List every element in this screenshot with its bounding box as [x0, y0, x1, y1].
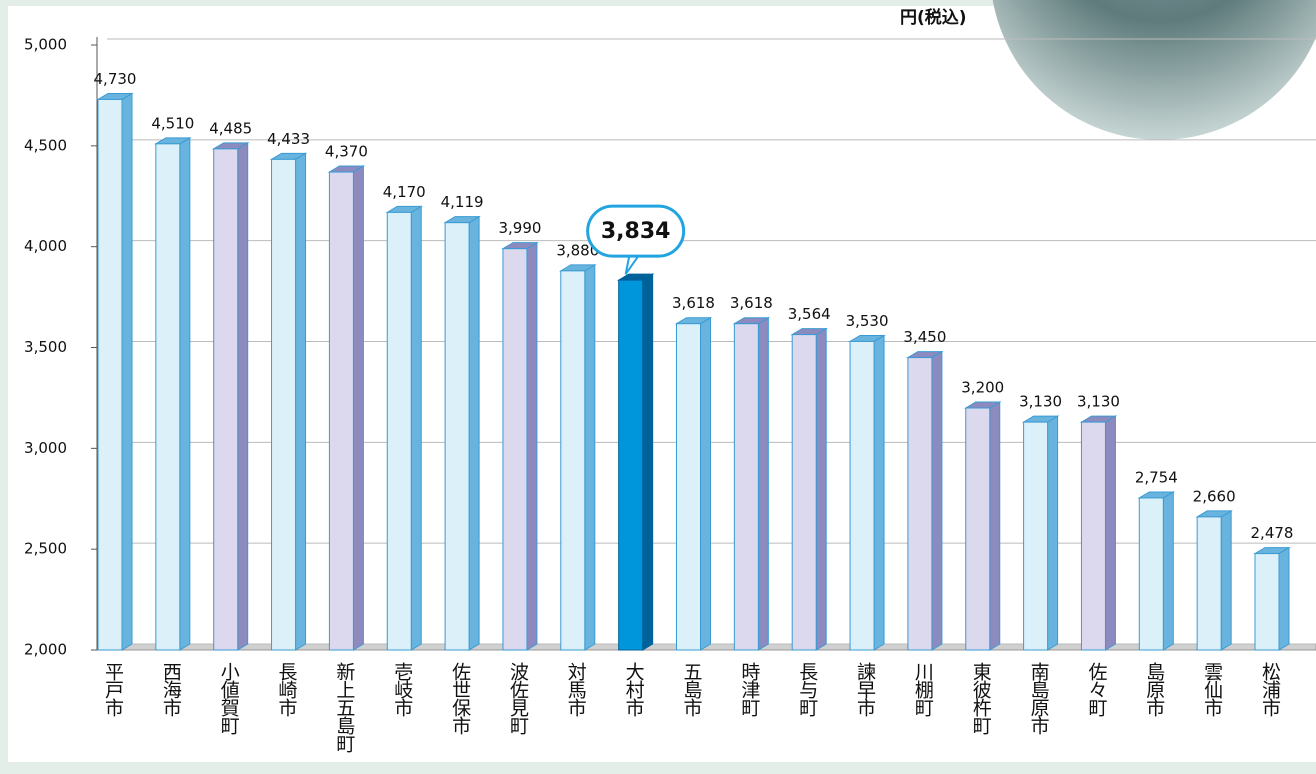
- value-label: 4,510: [151, 114, 194, 132]
- value-label: 3,130: [1077, 393, 1120, 411]
- bar-side: [643, 274, 653, 650]
- y-tick-label: 2,000: [24, 641, 67, 659]
- x-tick-label: 五島市: [681, 662, 703, 717]
- bar: [908, 358, 932, 650]
- bar: [850, 341, 874, 650]
- value-label: 4,485: [209, 119, 252, 137]
- value-label: 3,618: [672, 294, 715, 312]
- value-label: 4,119: [441, 193, 484, 211]
- bar: [619, 280, 643, 650]
- bar: [1024, 422, 1048, 650]
- bar: [792, 335, 816, 650]
- x-tick-label: 小値賀町: [218, 662, 240, 735]
- x-tick-label: 川棚町: [912, 662, 934, 717]
- x-tick-label: 長崎市: [276, 662, 298, 717]
- bar: [156, 144, 180, 650]
- chart: 円(税込) 2,000 2,500 3,000 3,500 4,000 4,500 5,00…: [0, 0, 1316, 770]
- bar: [1197, 517, 1221, 650]
- value-label: 3,450: [903, 328, 946, 346]
- bar: [503, 249, 527, 650]
- x-tick-label: 対馬市: [565, 662, 587, 717]
- value-label: 4,170: [383, 183, 426, 201]
- bar-side: [469, 217, 479, 650]
- x-tick-label: 時津町: [738, 662, 760, 717]
- value-label: 2,754: [1135, 468, 1178, 486]
- x-tick-label: 松浦市: [1259, 662, 1281, 717]
- x-tick-label: 新上五島町: [333, 662, 355, 753]
- x-tick-label: 東彼杵町: [970, 662, 992, 735]
- bar-side: [874, 335, 884, 650]
- bar-side: [1105, 416, 1115, 650]
- bar-side: [411, 206, 421, 650]
- bar-side: [1279, 548, 1289, 650]
- y-tick-label: 4,500: [24, 136, 67, 154]
- value-label: 3,564: [788, 305, 831, 323]
- bar: [677, 324, 701, 650]
- bar: [966, 408, 990, 650]
- y-tick-label: 3,000: [24, 439, 67, 457]
- bar-side: [816, 329, 826, 650]
- x-tick-label: 大村市: [623, 662, 645, 717]
- value-label: 3,618: [730, 294, 773, 312]
- x-tick-label: 雲仙市: [1201, 662, 1223, 717]
- bar-side: [758, 318, 768, 650]
- value-label: 4,730: [94, 70, 137, 88]
- bar-side: [1221, 511, 1231, 650]
- y-tick-label: 4,000: [24, 237, 67, 255]
- value-label: 4,433: [267, 130, 310, 148]
- bar: [1139, 498, 1163, 650]
- bar: [214, 149, 238, 650]
- bar-side: [180, 138, 190, 650]
- bar-side: [296, 153, 306, 650]
- bar-side: [932, 352, 942, 650]
- value-label: 3,990: [498, 219, 541, 237]
- x-tick-label: 長与町: [796, 662, 818, 717]
- x-tick-label: 平戸市: [102, 662, 124, 717]
- bar-side: [585, 265, 595, 650]
- value-label: 3,530: [846, 312, 889, 330]
- bar: [98, 99, 122, 650]
- x-tick-label: 佐世保市: [449, 662, 471, 735]
- bar-side: [990, 402, 1000, 650]
- value-label: 2,478: [1251, 524, 1294, 542]
- value-label: 2,660: [1193, 487, 1236, 505]
- value-label: 3,200: [961, 379, 1004, 397]
- bar: [1081, 422, 1105, 650]
- y-tick-label: 5,000: [24, 36, 67, 54]
- value-label: 4,370: [325, 143, 368, 161]
- bar: [272, 159, 296, 650]
- bar-side: [1048, 416, 1058, 650]
- y-tick-label: 2,500: [24, 540, 67, 558]
- value-label: 3,834: [601, 219, 671, 244]
- bar-side: [353, 166, 363, 650]
- x-tick-label: 南島原市: [1028, 662, 1050, 735]
- y-tick-label: 3,500: [24, 338, 67, 356]
- bar-side: [238, 143, 248, 650]
- x-tick-label: 西海市: [160, 662, 182, 717]
- page: 円(税込) 2,000 2,500 3,000 3,500 4,000 4,500 5,00…: [0, 0, 1316, 770]
- x-tick-label: 島原市: [1143, 662, 1165, 717]
- bar: [445, 223, 469, 650]
- bar-side: [701, 318, 711, 650]
- bar-side: [122, 93, 132, 650]
- value-label: 3,130: [1019, 393, 1062, 411]
- x-tick-label: 波佐見町: [507, 662, 529, 735]
- bar-side: [527, 243, 537, 650]
- x-tick-label: 壱岐市: [391, 662, 413, 717]
- bar: [561, 271, 585, 650]
- x-tick-label: 諫早市: [854, 662, 876, 717]
- x-tick-label: 佐々町: [1085, 662, 1107, 717]
- bar: [734, 324, 758, 650]
- bar: [387, 212, 411, 650]
- bar: [329, 172, 353, 650]
- unit-label: 円(税込): [900, 7, 967, 28]
- bar: [1255, 554, 1279, 650]
- bar-side: [1163, 492, 1173, 650]
